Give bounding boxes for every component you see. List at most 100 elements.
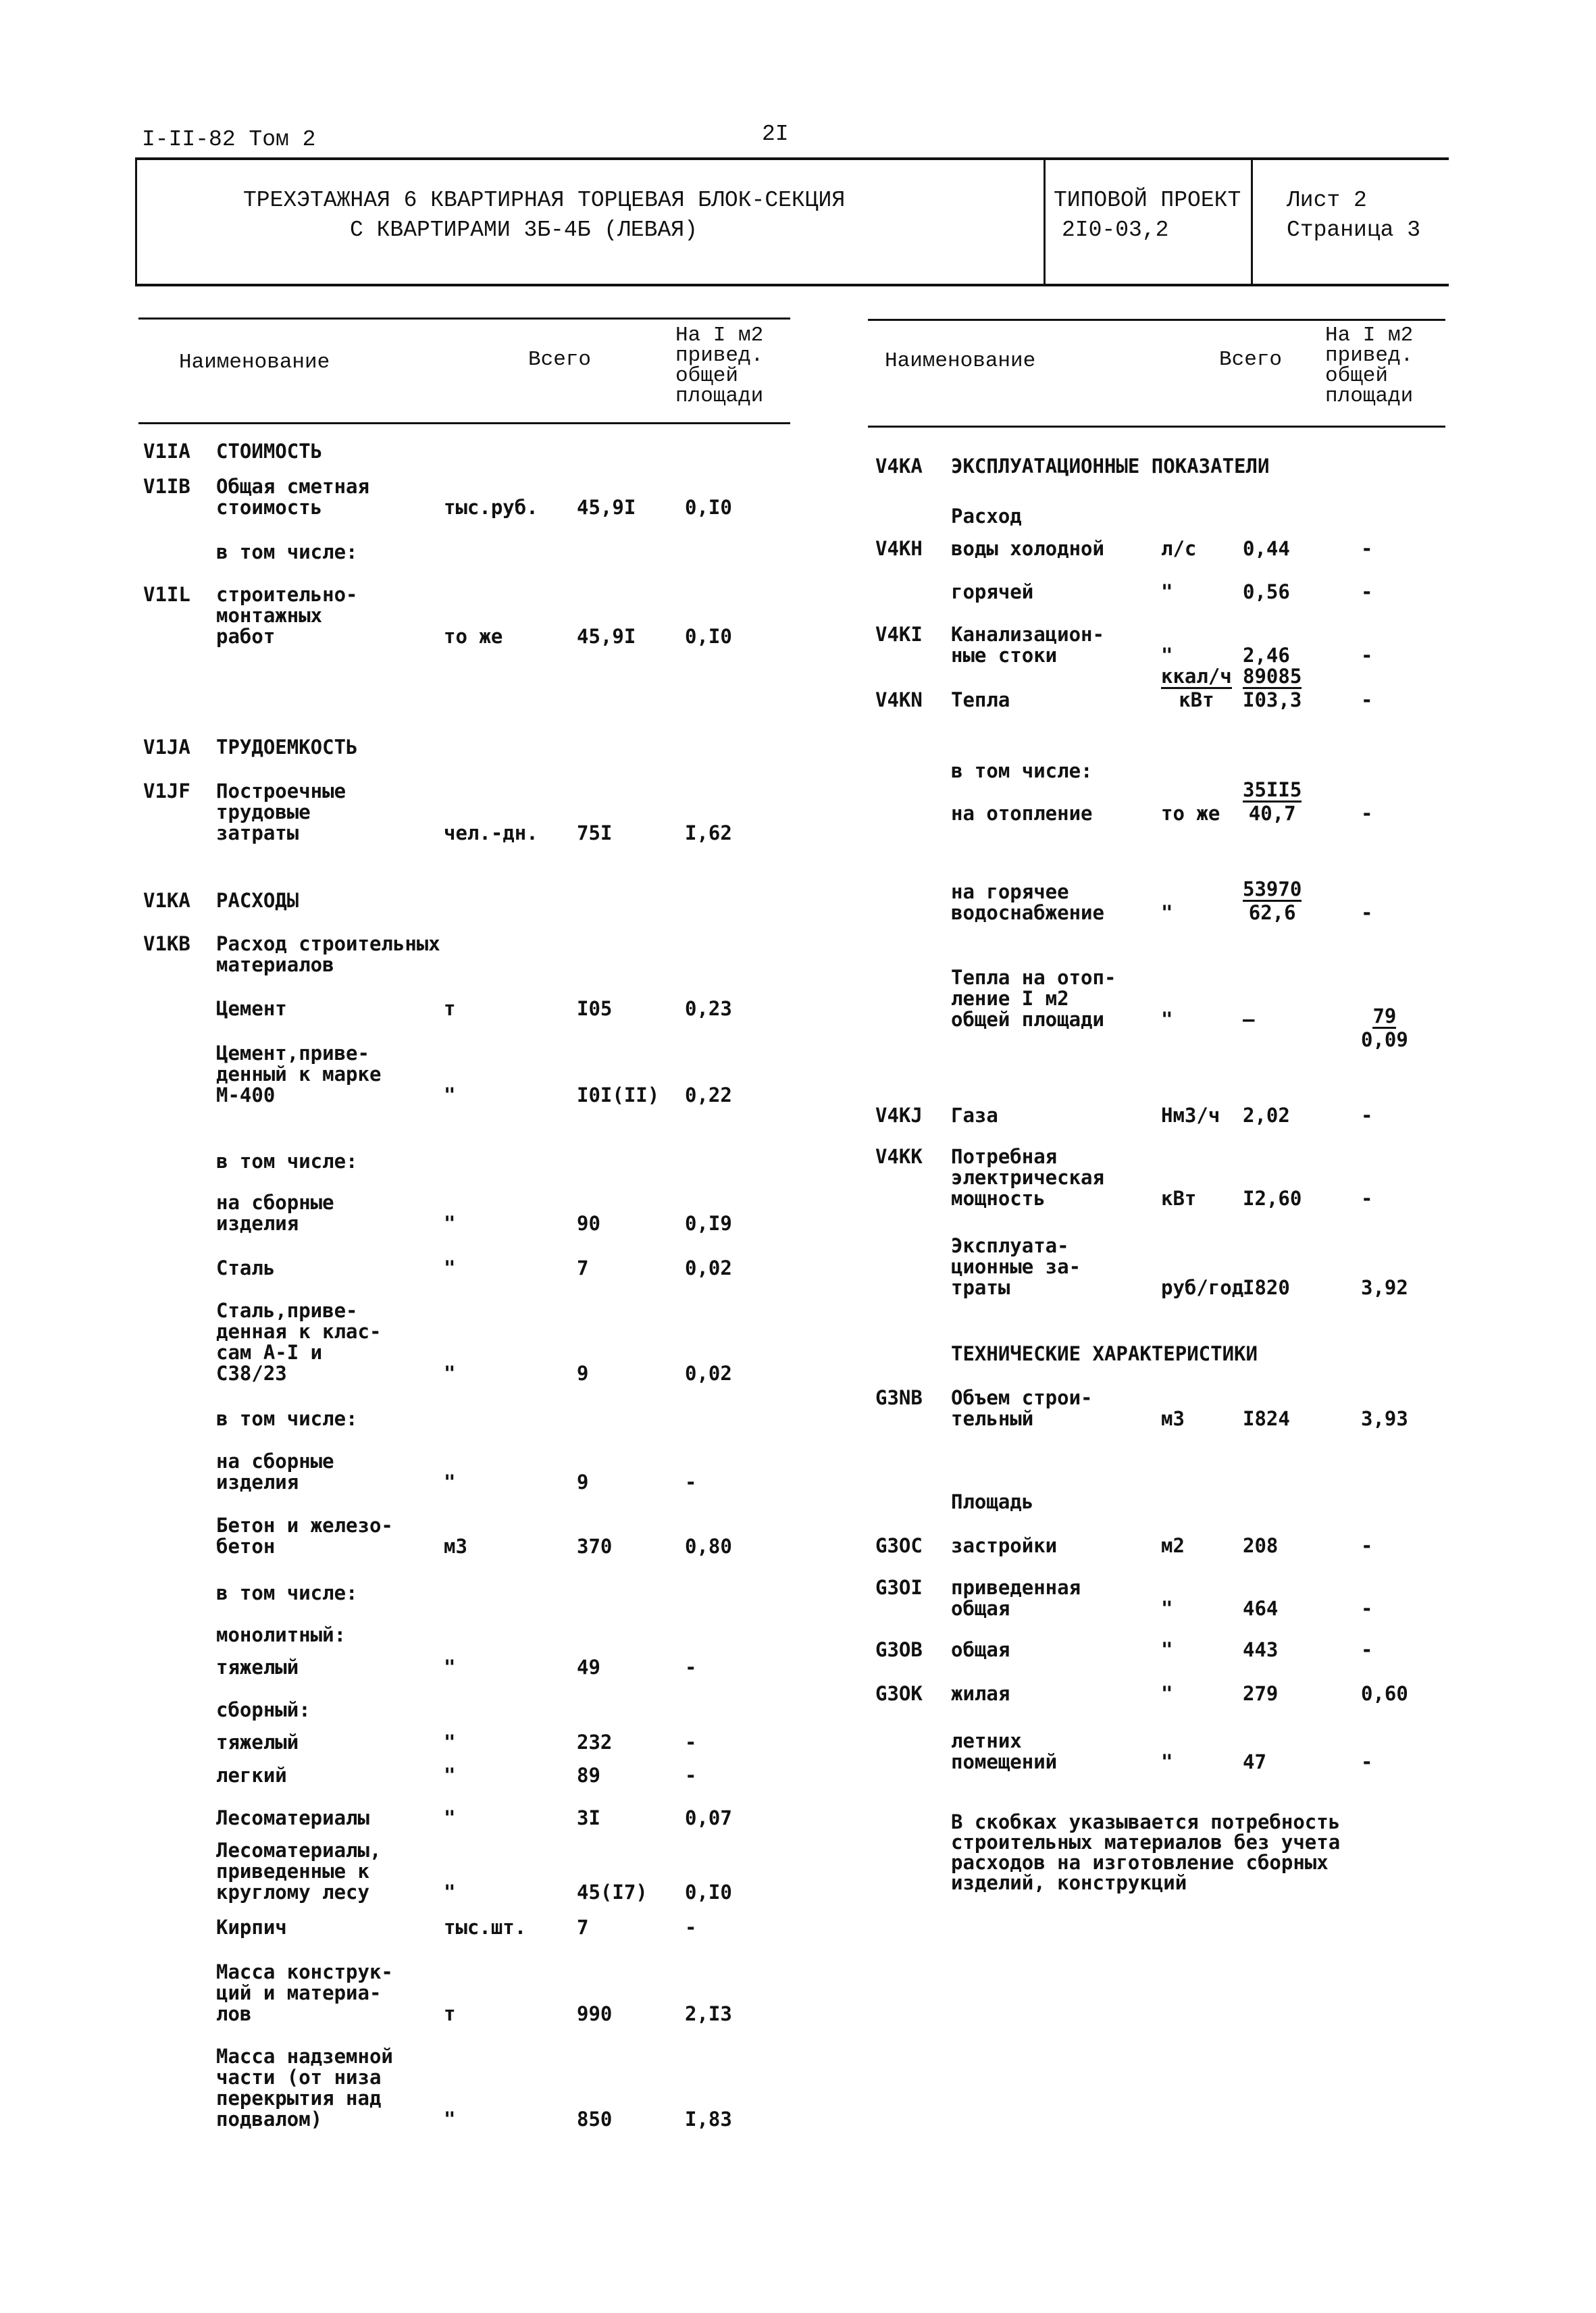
row-per-m2: - — [1361, 688, 1373, 711]
row-name: Построечные трудовые затраты — [216, 780, 346, 844]
row-per-m2: 0,60 — [1361, 1682, 1408, 1705]
row-unit: Нм3/ч — [1161, 1104, 1220, 1127]
table-row: G3OK жилая " 279 0,60 — [875, 1683, 1408, 1704]
row-name: в том числе: — [216, 1581, 358, 1604]
table-row: в том числе: — [951, 761, 1093, 782]
row-unit: " — [1161, 644, 1173, 667]
table-row: Масса конструк- ций и материа- лов т 990 2,… — [216, 1960, 732, 2025]
row-unit: " — [444, 1806, 456, 1829]
row-name: воды холодной — [951, 537, 1104, 560]
row-unit: тыс.шт. — [444, 1916, 527, 1939]
row-code: V4KK — [875, 1145, 923, 1168]
row-name: приведенная общая — [951, 1576, 1081, 1620]
row-per-m2: - — [1361, 644, 1373, 667]
table-row: Эксплуата- ционные за- траты руб/год I820 3… — [951, 1236, 1408, 1298]
row-name: Потребная электрическая мощность — [951, 1145, 1104, 1210]
row-name: Лесоматериалы — [216, 1806, 369, 1829]
row-name: общая — [951, 1638, 1010, 1661]
row-unit: " — [444, 1256, 456, 1279]
row-per-m2: 0,I0 — [685, 625, 732, 648]
row-per-m2: 0,I0 — [685, 496, 732, 519]
row-name: Общая сметная стоимость — [216, 475, 369, 519]
row-unit: м3 — [1161, 1407, 1185, 1430]
row-unit: " — [444, 1731, 456, 1754]
row-total: 850 — [577, 2108, 613, 2131]
row-unit: тыс.руб. — [444, 496, 538, 519]
row-total: I820 — [1243, 1276, 1290, 1299]
row-per-m2: 2,I3 — [685, 2002, 732, 2025]
row-unit: " — [1161, 1682, 1173, 1705]
row-name: летних помещений — [951, 1729, 1058, 1773]
row-per-m2: - — [685, 1764, 697, 1787]
row-unit: " — [1161, 1750, 1173, 1773]
row-unit: " — [444, 1656, 456, 1679]
page-number: 2I — [762, 122, 789, 147]
row-total: 2,02 — [1243, 1104, 1290, 1127]
row-name: тяжелый — [216, 1656, 299, 1679]
table-row: на сборные изделия " 9 - — [216, 1451, 696, 1493]
row-code: V4KJ — [875, 1104, 923, 1127]
row-code: V4KI — [875, 623, 923, 646]
table-row: Расход — [951, 506, 1022, 527]
row-code: V1KA — [143, 889, 190, 912]
row-per-m2: - — [1361, 1750, 1373, 1773]
total-fraction-numerator: 89085 — [1243, 665, 1302, 689]
table-row: легкий " 89 - — [216, 1764, 696, 1787]
table-row: Сталь,приве- денная к клас- сам А-I и С3… — [216, 1299, 732, 1385]
sheet-number: Лист 2 — [1287, 188, 1367, 213]
row-total: 443 — [1243, 1638, 1279, 1661]
row-name: Канализацион- ные стоки — [951, 623, 1104, 667]
total-fraction-denominator: 62,6 — [1248, 901, 1296, 924]
row-code: V4KN — [875, 688, 923, 711]
row-unit: " — [1161, 901, 1173, 924]
row-unit: " — [444, 1764, 456, 1787]
table-row: V1IA СТОИМОСТЬ — [143, 441, 322, 462]
row-total: I0I(II) — [577, 1084, 660, 1107]
table-row: в том числе: — [216, 1408, 358, 1429]
total-fraction: 35II5 40,7 — [1243, 779, 1302, 824]
title-line-1: ТРЕХЭТАЖНАЯ 6 КВАРТИРНАЯ ТОРЦЕВАЯ БЛОК-С… — [243, 188, 846, 213]
table-row: на горячее водоснабжение " 53970 62,6 - — [951, 878, 1372, 923]
table-row: G3NB Объем строи- тельный м3 I824 3,93 — [875, 1388, 1408, 1429]
row-total: 45(I7) — [577, 1881, 648, 1904]
row-total: – — [1243, 1008, 1255, 1031]
table-row: тяжелый " 232 - — [216, 1732, 696, 1753]
footnote: В скобках указывается потребность строит… — [951, 1810, 1341, 1894]
row-per-m2: - — [685, 1656, 697, 1679]
row-name: Сталь,приве- денная к клас- сам А-I и С3… — [216, 1299, 382, 1385]
column-name: Наименование — [885, 349, 1036, 373]
row-unit: " — [1161, 1638, 1173, 1661]
row-code: V1IA — [143, 440, 190, 463]
row-total: 53970 62,6 — [1243, 878, 1302, 923]
row-name: Кирпич — [216, 1916, 287, 1939]
row-unit: " — [1161, 580, 1173, 603]
row-per-m2: 0,02 — [685, 1362, 732, 1385]
row-name: горячей — [951, 580, 1034, 603]
column-total: Всего — [528, 348, 592, 372]
table-row: сборный: — [216, 1700, 311, 1721]
unit-fraction-denominator: кВт — [1179, 688, 1214, 711]
row-total: 232 — [577, 1731, 613, 1754]
row-unit: м3 — [444, 1535, 467, 1558]
table-row: в том числе: — [216, 542, 358, 563]
table-row: летних помещений " 47 - — [951, 1729, 1372, 1773]
total-fraction-numerator: 35II5 — [1243, 778, 1302, 803]
row-total: I824 — [1243, 1407, 1290, 1430]
unit-fraction-numerator: ккал/ч — [1161, 665, 1232, 689]
row-name: Расход — [951, 505, 1022, 528]
row-total: 7 — [577, 1916, 589, 1939]
row-unit: " — [444, 1362, 456, 1385]
table-row: монолитный: — [216, 1625, 346, 1646]
row-per-m2: - — [685, 1731, 697, 1754]
row-name: сборный: — [216, 1698, 311, 1721]
page-label: Страница 3 — [1287, 218, 1421, 243]
row-per-m2: 0,80 — [685, 1535, 732, 1558]
row-name: Газа — [951, 1104, 998, 1127]
table-row: тяжелый " 49 - — [216, 1656, 696, 1679]
row-name: Масса конструк- ций и материа- лов — [216, 1960, 393, 2025]
row-name: Тепла — [951, 688, 1010, 711]
total-fraction-denominator: I03,3 — [1243, 688, 1302, 711]
column-name: Наименование — [179, 351, 330, 374]
row-total: 208 — [1243, 1534, 1279, 1557]
row-name: легкий — [216, 1764, 287, 1787]
